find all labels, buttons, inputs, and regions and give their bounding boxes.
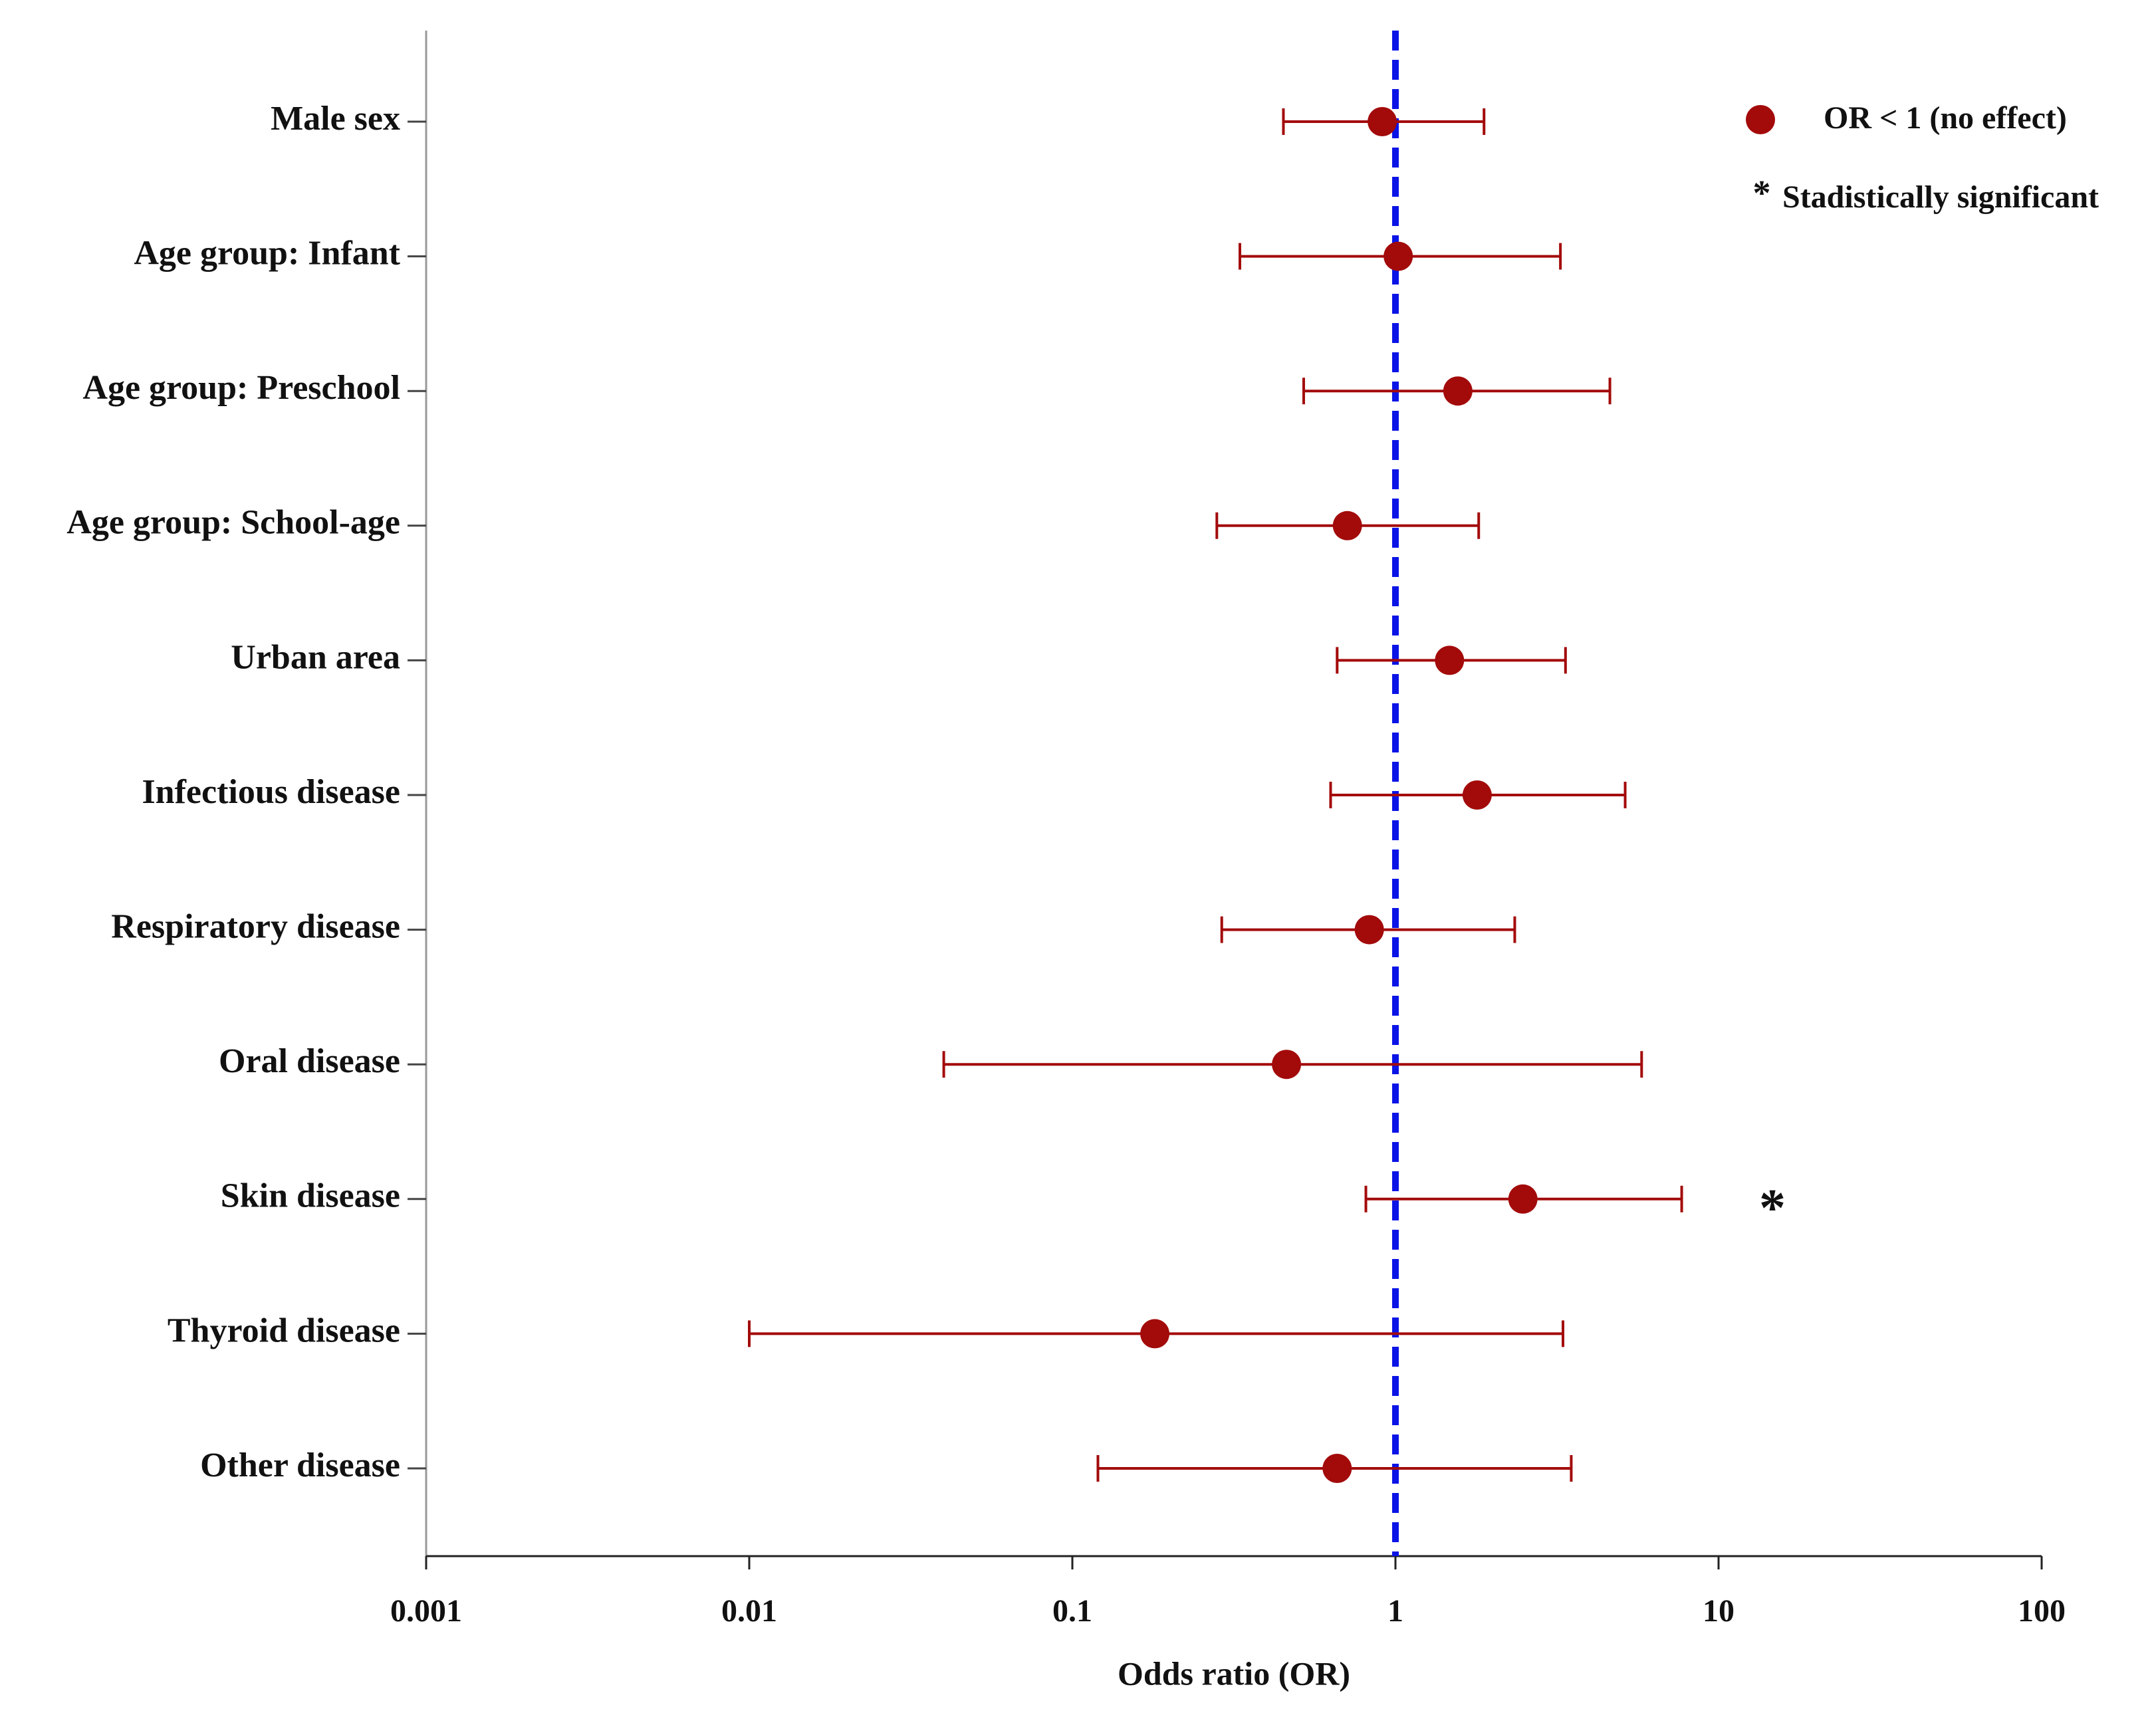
x-tick-label: 1	[1387, 1593, 1403, 1629]
point	[1368, 107, 1397, 136]
point	[1435, 645, 1465, 675]
point	[1508, 1184, 1538, 1214]
category-label: Male sex	[271, 100, 400, 138]
point	[1322, 1454, 1352, 1483]
category-label: Oral disease	[219, 1042, 400, 1080]
x-tick-label: 0.01	[721, 1593, 777, 1629]
point	[1140, 1319, 1170, 1349]
legend-marker	[1746, 105, 1775, 134]
category-label: Urban area	[231, 638, 400, 676]
legend-symbol: *	[1753, 173, 1771, 213]
category-label: Respiratory disease	[111, 908, 400, 946]
point	[1272, 1050, 1302, 1080]
x-tick-label: 100	[2018, 1593, 2066, 1629]
category-label: Age group: Infant	[134, 235, 400, 273]
category-label: Skin disease	[221, 1177, 400, 1215]
significance-marker: *	[1759, 1179, 1786, 1238]
point	[1383, 241, 1413, 271]
point	[1332, 511, 1362, 540]
x-axis-label: Odds ratio (OR)	[1118, 1655, 1350, 1692]
point	[1354, 915, 1384, 945]
point	[1462, 780, 1492, 810]
point	[1443, 376, 1473, 406]
legend-label: Stadistically significant	[1782, 179, 2099, 215]
category-label: Other disease	[200, 1446, 400, 1484]
category-label: Thyroid disease	[168, 1312, 400, 1349]
legend-label: OR < 1 (no effect)	[1824, 100, 2067, 136]
category-label: Infectious disease	[142, 773, 400, 811]
category-label: Age group: Preschool	[82, 369, 400, 407]
x-tick-label: 10	[1703, 1593, 1735, 1629]
category-label: Age group: School-age	[66, 504, 400, 542]
x-tick-label: 0.001	[390, 1593, 462, 1629]
x-tick-label: 0.1	[1052, 1593, 1092, 1629]
